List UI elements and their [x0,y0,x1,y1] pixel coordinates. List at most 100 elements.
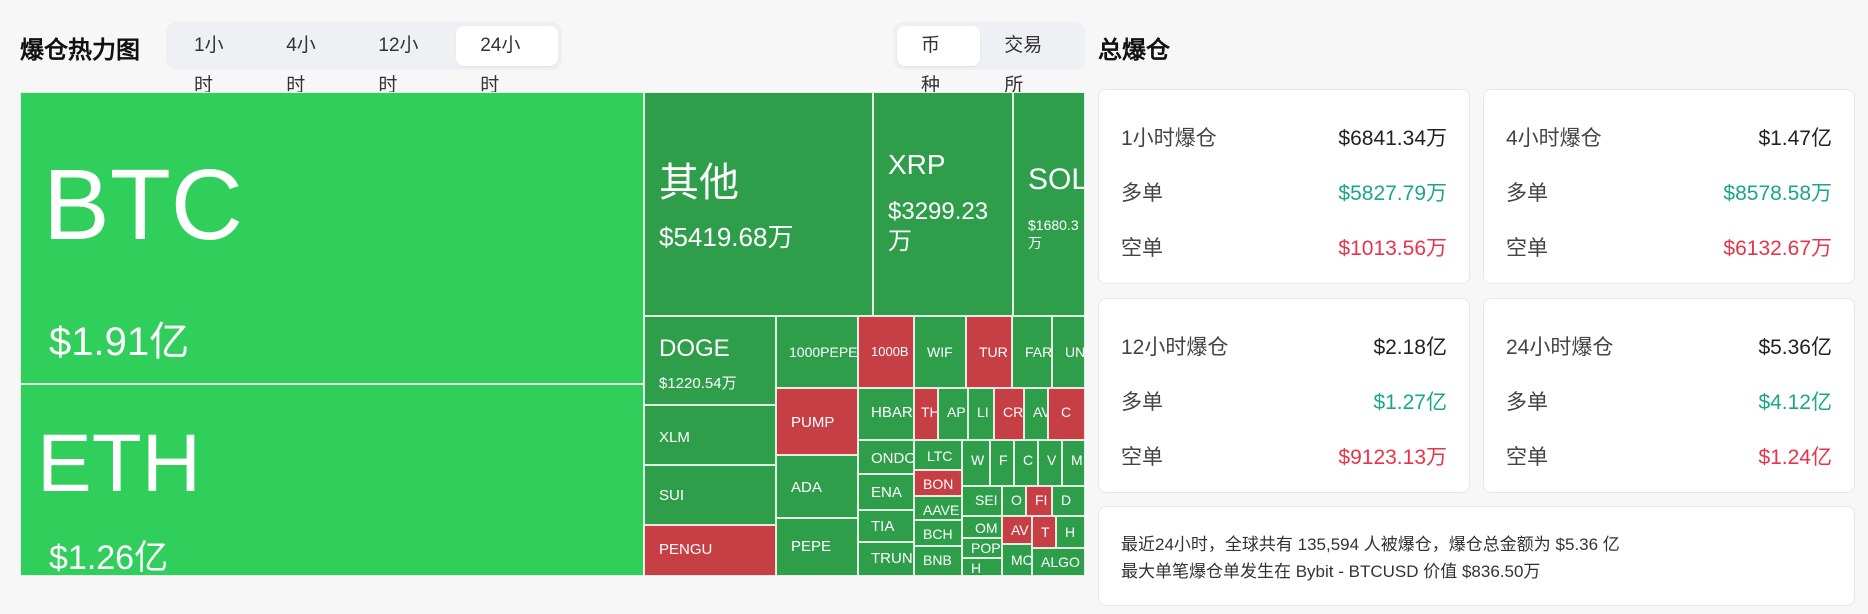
summary-line-1: 最近24小时，全球共有 135,594 人被爆仓，爆仓总金额为 $5.36 亿 [1121,535,1620,554]
heatmap-tile[interactable]: BCH [914,520,962,546]
heatmap-tile[interactable]: V [1038,440,1062,486]
heatmap-tile[interactable]: F [990,440,1014,486]
heatmap-tile[interactable]: CR [994,388,1024,440]
heatmap-tile[interactable]: T [1032,516,1056,548]
heatmap-tile[interactable]: BON [914,470,962,496]
heatmap-tile[interactable]: LTC [914,440,962,470]
tile-value: $1680.3万 [1028,217,1079,251]
tile-symbol: TH [921,404,938,420]
heatmap-tile[interactable]: O [1002,486,1026,516]
heatmap-tile[interactable]: AP [938,388,968,440]
heatmap-tile[interactable]: H [1056,516,1085,548]
tile-symbol: T [1041,524,1050,540]
tile-symbol: BNB [923,552,952,568]
heatmap-tile[interactable]: BTC $1.91亿 [20,92,644,384]
short-label: 空单 [1121,446,1163,469]
tile-symbol: AV [1011,522,1029,538]
heatmap-tile[interactable]: 1000B [858,316,914,388]
card-1h: 1小时爆仓 $6841.34万 多单 $5827.79万 空单 $1013.56万 [1098,89,1470,284]
heatmap-tile[interactable]: PUMP [776,388,858,455]
heatmap-tile[interactable]: LI [968,388,994,440]
liquidation-heatmap: BTC $1.91亿 ETH $1.26亿 其他 $5419.68万 XRP $3299.23… [20,92,1085,576]
heatmap-tile[interactable]: H [962,558,1002,576]
tab-exchange[interactable]: 交易所 [1004,35,1043,96]
heatmap-tile[interactable]: ENA [858,474,914,510]
tile-symbol: BCH [923,526,953,542]
heatmap-tile[interactable]: SOL $1680.3万 [1013,92,1085,316]
tile-symbol: HBAR [871,404,913,421]
heatmap-tile[interactable]: HBAR [858,388,914,440]
heatmap-tile[interactable]: W [962,440,990,486]
tile-symbol: PENGU [659,541,713,558]
short-value: $1013.56万 [1338,237,1447,260]
tab-24h[interactable]: 24小时 [456,26,558,96]
long-label: 多单 [1506,391,1548,414]
tile-symbol: AV [1033,404,1047,420]
total-liquidation-title: 总爆仓 [1098,37,1170,64]
heatmap-tile[interactable]: FAR [1012,316,1052,388]
heatmap-tile[interactable]: TIA [858,510,914,542]
tile-symbol: POP [971,540,1001,556]
heatmap-tile[interactable]: DOGE $1220.54万 [644,316,776,405]
heatmap-tile[interactable]: UN [1052,316,1085,388]
heatmap-tile[interactable]: 1000PEPE [776,316,858,388]
tab-12h[interactable]: 12小时 [378,35,419,96]
tile-symbol: C [1061,404,1072,420]
summary-line-2: 最大单笔爆仓单发生在 Bybit - BTCUSD 价值 $836.50万 [1121,562,1541,581]
heatmap-tile[interactable]: XLM [644,405,776,465]
time-range-tabs: 1小时 4小时 12小时 24小时 [166,22,562,96]
heatmap-tile[interactable]: ADA [776,455,858,518]
tab-coin[interactable]: 币种 [897,26,981,96]
heatmap-tile[interactable]: BNB [914,546,962,576]
heatmap-tile[interactable]: PENGU [644,525,776,576]
heatmap-tile[interactable]: AV [1024,388,1048,440]
card-total: $6841.34万 [1338,127,1447,150]
tab-4h[interactable]: 4小时 [286,35,316,96]
heatmap-tile[interactable]: AAVE [914,496,962,520]
heatmap-tile[interactable]: 其他 $5419.68万 [644,92,873,316]
tile-symbol: TRUN [871,550,913,567]
heatmap-tile[interactable]: MC [1002,544,1032,576]
tile-symbol: F [999,452,1008,468]
heatmap-tile[interactable]: TUR [966,316,1012,388]
tile-symbol: H [1065,524,1076,540]
tile-value: $3299.23万 [888,198,989,255]
heatmap-tile[interactable]: SUI [644,465,776,525]
heatmap-tile[interactable]: SEI [962,486,1002,516]
tab-1h[interactable]: 1小时 [194,35,224,96]
tile-symbol: AP [947,404,966,420]
heatmap-tile[interactable]: TH [914,388,938,440]
long-value: $5827.79万 [1338,182,1447,205]
card-title: 12小时爆仓 [1121,336,1229,359]
heatmap-tile[interactable]: FI [1026,486,1052,516]
tile-symbol: ENA [871,484,902,501]
tile-symbol: DOGE [659,335,730,362]
heatmap-tile[interactable]: WIF [914,316,966,388]
heatmap-tile[interactable]: C [1014,440,1038,486]
tile-symbol: FAR [1025,344,1052,360]
short-label: 空单 [1121,237,1163,260]
heatmap-tile[interactable]: M [1062,440,1085,486]
tile-symbol: LI [977,404,989,420]
tile-symbol: SOL [1028,163,1085,196]
tile-symbol: ALGO [1041,554,1080,570]
tile-symbol: UN [1065,344,1085,360]
heatmap-tile[interactable]: ONDO [858,440,914,474]
short-label: 空单 [1506,237,1548,260]
long-value: $1.27亿 [1373,391,1447,414]
tile-value: $1.91亿 [49,320,190,364]
heatmap-tile[interactable]: PEPE [776,518,858,576]
heatmap-tile[interactable]: POP [962,538,1002,558]
heatmap-tile[interactable]: ALGO [1032,548,1085,576]
card-title: 1小时爆仓 [1121,127,1217,150]
heatmap-tile[interactable]: D [1052,486,1085,516]
heatmap-tile[interactable]: ETH $1.26亿 [20,384,644,576]
heatmap-tile[interactable]: AV [1002,516,1032,544]
heatmap-tile[interactable]: OM [962,516,1002,538]
tile-symbol: 1000B [871,344,909,359]
heatmap-tile[interactable]: C [1048,388,1085,440]
heatmap-tile[interactable]: XRP $3299.23万 [873,92,1013,316]
heatmap-tile[interactable]: TRUN [858,542,914,576]
tile-symbol: FI [1035,492,1048,508]
tile-symbol: AAVE [923,502,960,518]
